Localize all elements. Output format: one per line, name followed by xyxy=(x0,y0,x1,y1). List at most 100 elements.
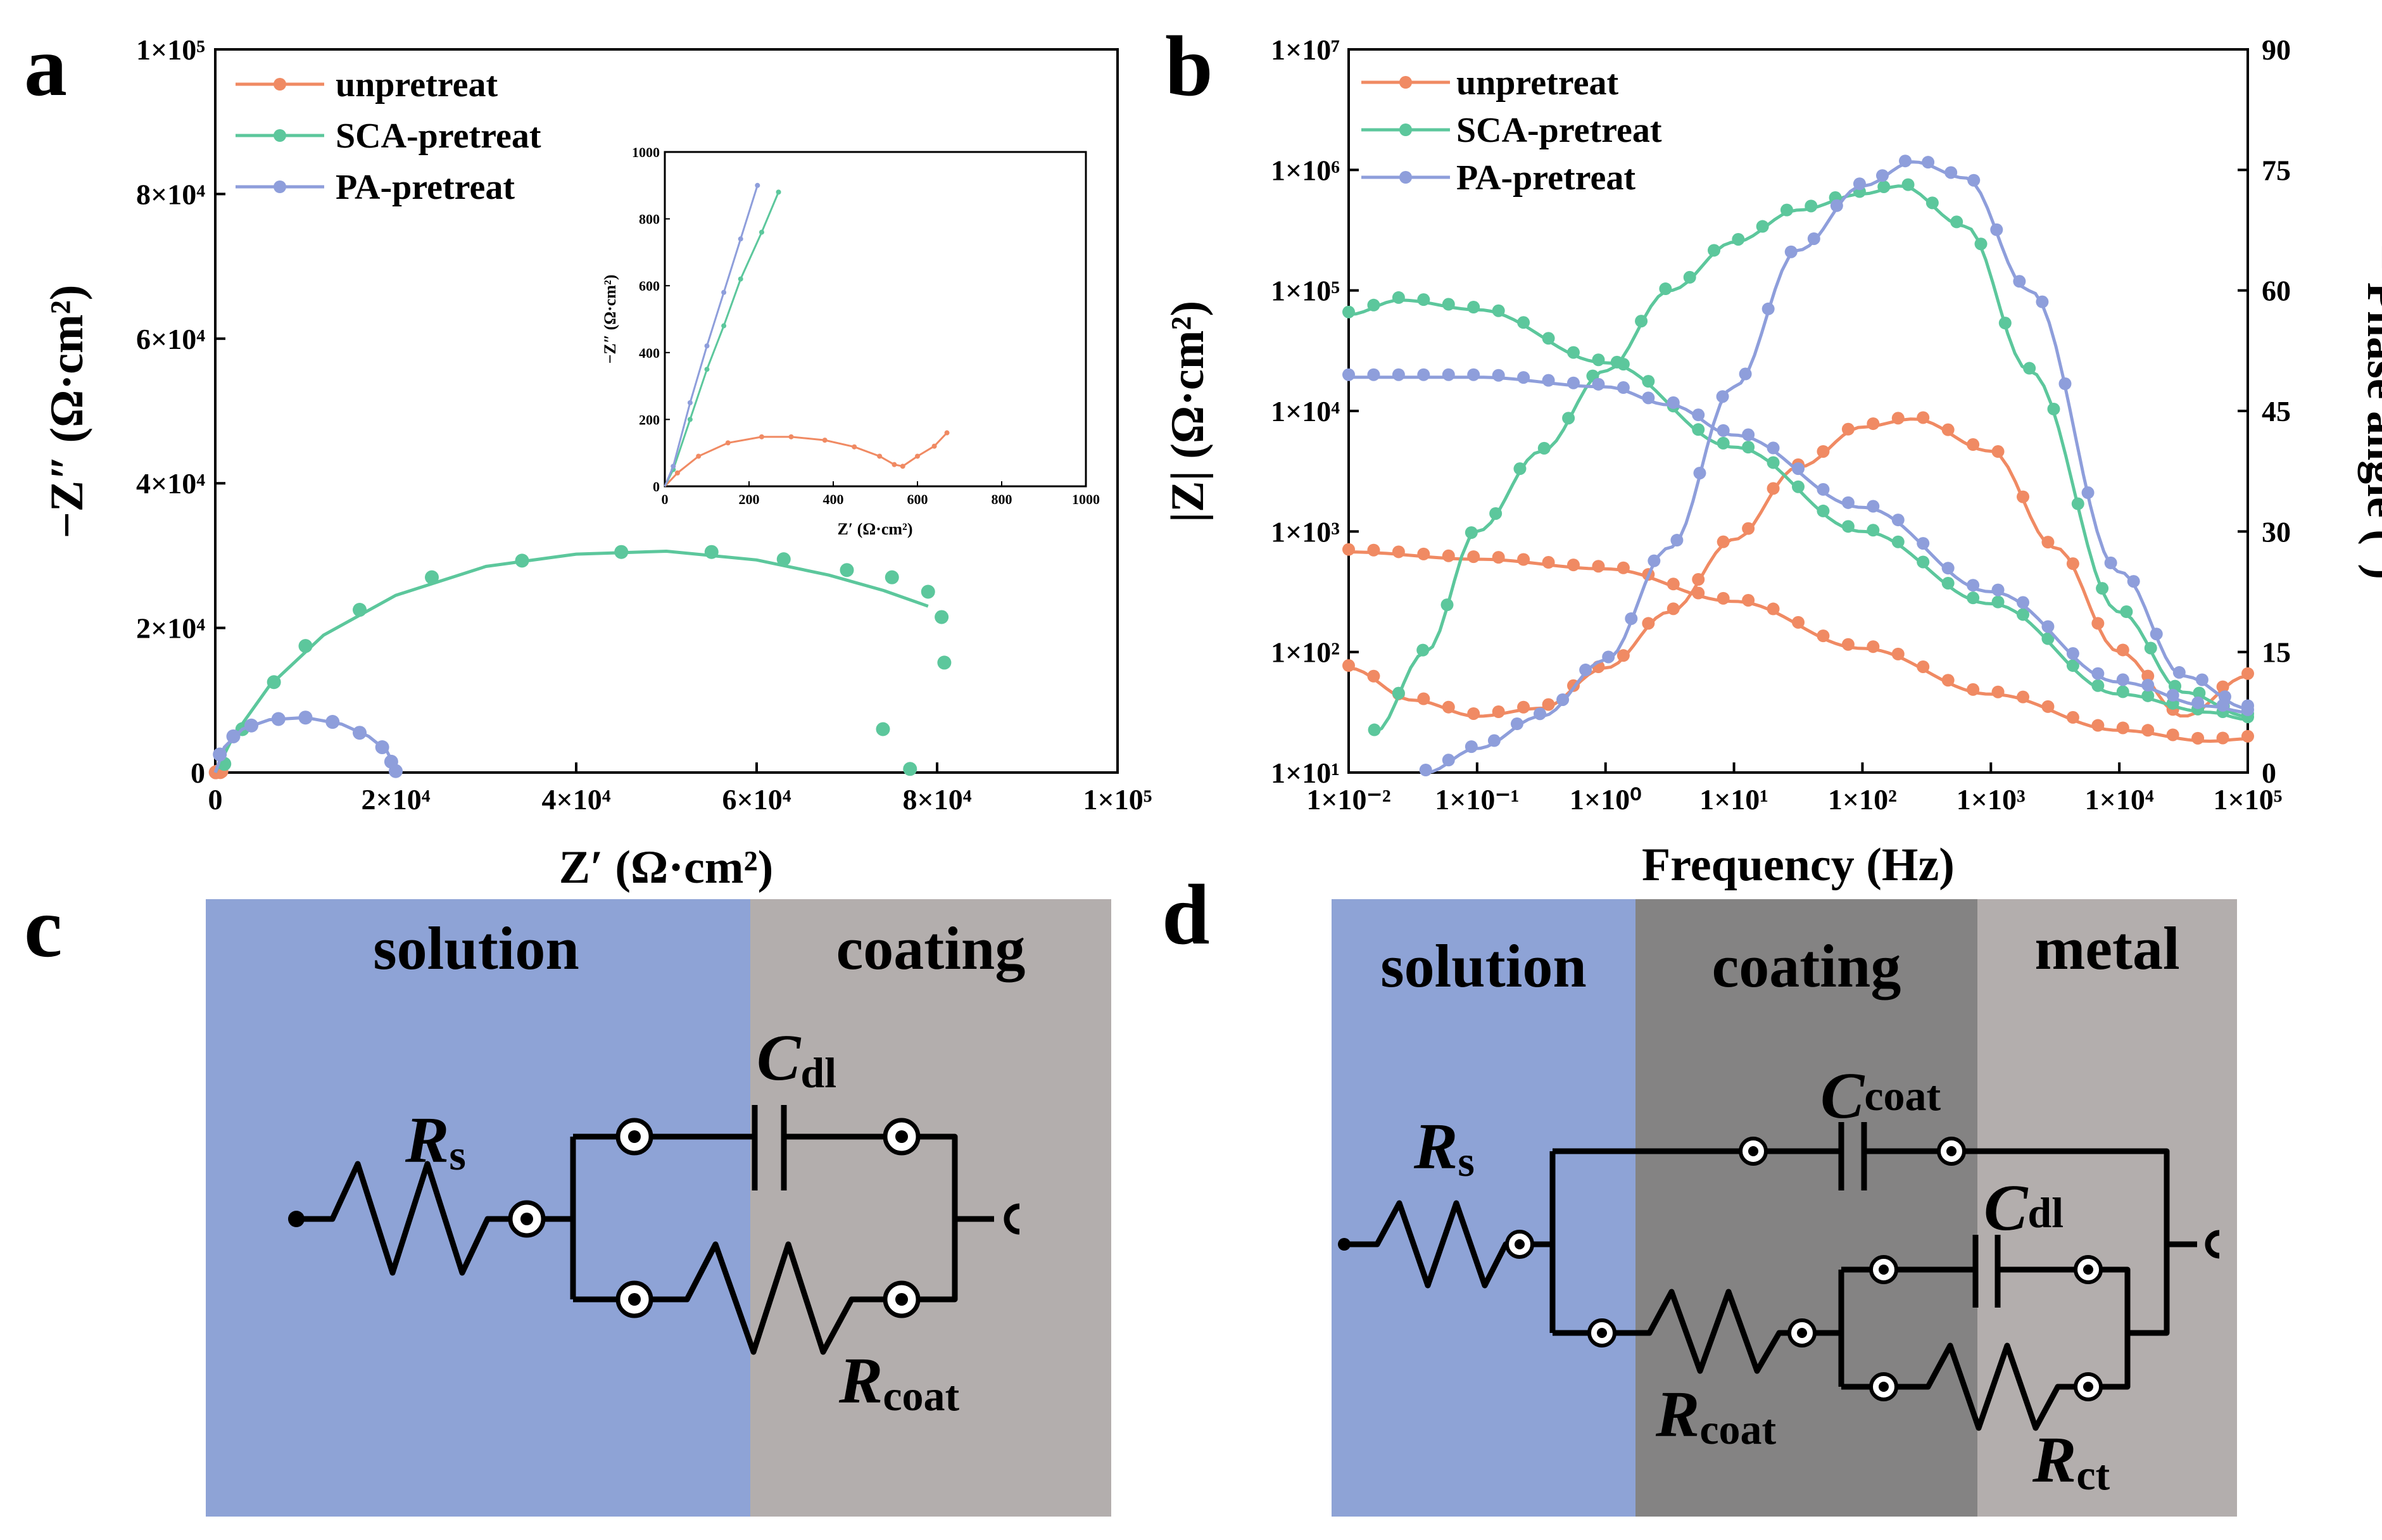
data-point-phase-SCA-pretreat xyxy=(1708,244,1721,257)
data-point-modulus-unpretreat xyxy=(1742,593,1755,607)
inset-point-unpretreat xyxy=(759,434,764,439)
inset-point-PA-pretreat xyxy=(755,182,760,188)
data-point-phase-unpretreat xyxy=(1967,438,1980,451)
legend-b-unpretreat-marker xyxy=(1399,76,1412,89)
data-point-phase-unpretreat xyxy=(1917,411,1930,424)
data-point-phase-SCA-pretreat xyxy=(1465,526,1478,540)
data-point-SCA-pretreat xyxy=(614,545,629,559)
data-point-modulus-SCA-pretreat xyxy=(1467,301,1480,314)
data-point-phase-PA-pretreat xyxy=(1579,663,1592,676)
data-point-phase-unpretreat xyxy=(1492,705,1505,719)
circuit-d-output-terminal xyxy=(2205,1230,2220,1259)
data-point-modulus-unpretreat xyxy=(2066,710,2079,724)
circuit-d-labels: Rs Ccoat Cdl Rcoat Rct xyxy=(1413,1059,2110,1499)
data-point-modulus-PA-pretreat xyxy=(1841,496,1855,509)
data-point-modulus-unpretreat xyxy=(1917,660,1930,673)
data-point-phase-unpretreat xyxy=(1342,659,1355,672)
plot-a-y-ticks: 0 2×10⁴ 4×10⁴ 6×10⁴ 8×10⁴ 1×10⁵ xyxy=(136,34,225,789)
region-d-metal xyxy=(1977,899,2237,1517)
data-point-modulus-PA-pretreat xyxy=(1367,368,1380,381)
data-point-modulus-SCA-pretreat xyxy=(2116,685,2129,698)
data-point-modulus-unpretreat xyxy=(2091,719,2105,732)
data-point-phase-PA-pretreat xyxy=(1807,232,1820,245)
data-point-modulus-SCA-pretreat xyxy=(1767,456,1780,469)
panel-a: a 0 2×10⁴ 4×10⁴ 6×10⁴ 8×10⁴ 1×10⁵ 0 2×10⁴ 4×10⁴… xyxy=(24,19,1152,893)
data-point-phase-unpretreat xyxy=(1667,602,1680,615)
legend-a-sca: SCA-pretreat xyxy=(336,117,541,156)
data-point-phase-SCA-pretreat xyxy=(1489,507,1503,520)
data-point-PA-pretreat xyxy=(226,729,241,743)
plot-b-series xyxy=(1342,155,2254,776)
plot-b-x-ticks: 1×10⁻² 1×10⁻¹ 1×10⁰ 1×10¹ 1×10² 1×10³ 1×10⁴ 1×1… xyxy=(1306,762,2283,816)
node xyxy=(1505,1230,1534,1259)
y-tick-label: 1×10⁷ xyxy=(1271,34,1340,66)
label-c-cdl: Cdl xyxy=(757,1021,836,1097)
inset-x-tick-label: 1000 xyxy=(1072,491,1100,507)
y-tick-label: 4×10⁴ xyxy=(136,467,205,500)
plot-b-ylabel: |Z| (Ω·cm²) xyxy=(1162,301,1214,522)
legend-a-sca-marker xyxy=(274,129,286,142)
inset-point-SCA-pretreat xyxy=(721,323,727,329)
data-point-phase-PA-pretreat xyxy=(1967,174,1981,187)
data-point-phase-unpretreat xyxy=(1367,669,1380,683)
plot-b-y-ticks: 1×10¹ 1×10² 1×10³ 1×10⁴ 1×10⁵ 1×10⁶ 1×10⁷ xyxy=(1271,34,1359,789)
inset-point-PA-pretreat xyxy=(721,289,727,295)
y-tick-label: 1×10⁴ xyxy=(1271,395,1340,427)
data-point-modulus-SCA-pretreat xyxy=(1342,305,1355,319)
data-point-modulus-PA-pretreat xyxy=(1767,441,1780,455)
data-point-modulus-PA-pretreat xyxy=(1417,368,1430,381)
data-point-modulus-SCA-pretreat xyxy=(1542,332,1555,345)
node xyxy=(2074,1255,2103,1284)
fit-modulus-SCA-pretreat xyxy=(1348,298,2248,721)
data-point-modulus-PA-pretreat xyxy=(1991,583,2005,596)
data-point-phase-PA-pretreat xyxy=(2218,690,2231,704)
inset-point-PA-pretreat xyxy=(687,400,693,405)
inset-point-SCA-pretreat xyxy=(687,417,693,422)
data-point-PA-pretreat xyxy=(389,764,403,778)
data-point-phase-PA-pretreat xyxy=(1625,612,1638,625)
fit-modulus-unpretreat xyxy=(1348,550,2248,743)
inset-point-PA-pretreat xyxy=(704,343,710,349)
node xyxy=(883,1280,921,1318)
panel-c: c solution coating Rs Cdl Rcoat xyxy=(24,880,1111,1517)
data-point-SCA-pretreat xyxy=(937,655,952,670)
plot-a-legend: unpretreat SCA-pretreat PA-pretreat xyxy=(236,65,541,207)
data-point-phase-PA-pretreat xyxy=(1534,707,1547,721)
data-point-phase-SCA-pretreat xyxy=(1610,355,1623,369)
data-point-PA-pretreat xyxy=(353,726,367,740)
panel-label-d: d xyxy=(1162,868,1210,962)
data-point-modulus-SCA-pretreat xyxy=(2041,632,2055,645)
inset-ylabel: −Z″ (Ω·cm²) xyxy=(601,275,619,364)
x-tick-label: 1×10¹ xyxy=(1699,783,1768,816)
data-point-phase-PA-pretreat xyxy=(1442,754,1455,767)
inset-ticks: 0 200 400 600 800 1000 0 200 400 600 800 1000 xyxy=(632,144,1100,507)
data-point-modulus-unpretreat xyxy=(2191,731,2205,745)
data-point-modulus-SCA-pretreat xyxy=(1867,524,1880,537)
inset-y-tick-label: 0 xyxy=(653,479,660,495)
data-point-modulus-unpretreat xyxy=(1616,561,1630,574)
plot-a-x-ticks: 0 2×10⁴ 4×10⁴ 6×10⁴ 8×10⁴ 1×10⁵ xyxy=(208,762,1152,816)
data-point-modulus-SCA-pretreat xyxy=(1592,353,1605,367)
data-point-modulus-unpretreat xyxy=(2041,700,2055,713)
data-point-phase-SCA-pretreat xyxy=(1562,412,1575,425)
data-point-phase-SCA-pretreat xyxy=(2071,497,2084,510)
node xyxy=(2074,1372,2103,1401)
label-c-rs: Rs xyxy=(405,1104,466,1179)
data-point-modulus-SCA-pretreat xyxy=(1417,293,1430,306)
data-point-phase-unpretreat xyxy=(2041,536,2055,549)
data-point-modulus-PA-pretreat xyxy=(1967,579,1980,592)
data-point-phase-unpretreat xyxy=(1692,573,1705,586)
data-point-modulus-unpretreat xyxy=(1517,553,1530,566)
x-tick-label: 2×10⁴ xyxy=(361,783,430,816)
data-point-phase-PA-pretreat xyxy=(1510,717,1523,731)
data-point-modulus-unpretreat xyxy=(1792,615,1805,629)
inset-y-tick-label: 400 xyxy=(639,345,660,361)
circuit-c-right-branch xyxy=(918,1133,994,1303)
y-tick-label: 1×10⁵ xyxy=(1271,275,1340,307)
data-point-modulus-PA-pretreat xyxy=(1717,424,1730,437)
data-point-modulus-PA-pretreat xyxy=(2141,678,2155,691)
plot-b-legend: unpretreat SCA-pretreat PA-pretreat xyxy=(1361,63,1662,198)
data-point-SCA-pretreat xyxy=(425,570,439,584)
legend-a-unpretreat: unpretreat xyxy=(336,65,498,104)
